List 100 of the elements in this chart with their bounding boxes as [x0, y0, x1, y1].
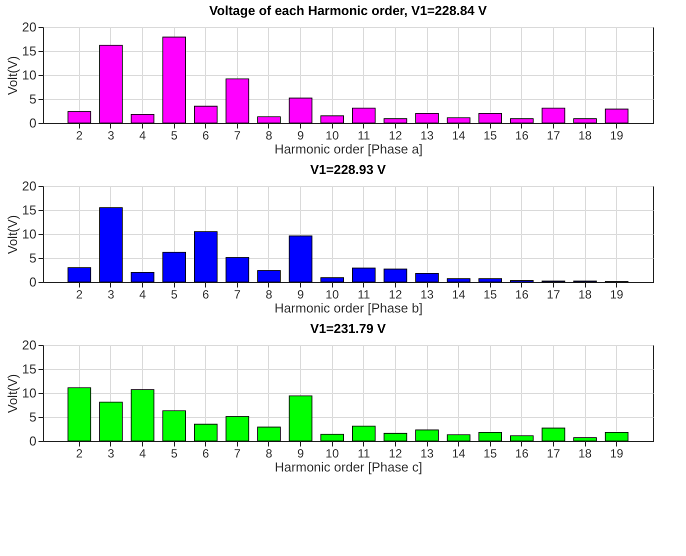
bar	[573, 118, 597, 124]
x-tick-label: 11	[358, 128, 370, 142]
x-tick-label: 17	[546, 446, 560, 460]
x-tick-label: 17	[546, 288, 560, 302]
x-tick-label: 18	[578, 288, 592, 302]
y-tick-label: 15	[22, 362, 36, 376]
bar	[542, 428, 566, 442]
bar	[446, 117, 470, 124]
bar	[226, 78, 250, 124]
x-tick-label: 6	[202, 446, 210, 460]
bar	[288, 395, 312, 442]
x-tick-label: 6	[202, 288, 210, 302]
bar	[510, 118, 534, 124]
chart-title: Voltage of each Harmonic order, V1=228.84 V	[209, 3, 488, 18]
x-tick-label: 10	[326, 128, 340, 142]
y-axis-title: Volt(V)	[5, 56, 20, 96]
y-tick-label: 10	[22, 226, 36, 242]
x-tick-label: 14	[452, 446, 466, 460]
bar	[384, 432, 408, 442]
x-tick-label: 15	[484, 128, 498, 142]
bar	[68, 267, 92, 282]
bar	[604, 432, 628, 442]
bar	[194, 106, 218, 124]
x-tick-label: 8	[266, 288, 273, 302]
bar	[194, 424, 218, 442]
bar	[99, 207, 123, 282]
x-tick-label: 15	[484, 288, 498, 302]
bar	[352, 108, 376, 124]
bar	[478, 278, 502, 282]
x-tick-label: 9	[297, 128, 304, 142]
chart-title: V1=231.79 V	[310, 321, 386, 336]
bar	[415, 430, 439, 442]
x-tick-label: 14	[452, 288, 466, 302]
y-tick-label: 10	[22, 386, 36, 400]
x-tick-label: 8	[266, 128, 273, 142]
bar	[162, 252, 186, 282]
bar	[415, 113, 439, 124]
bar	[99, 44, 123, 124]
bar	[573, 437, 597, 442]
x-tick-label: 12	[388, 446, 402, 460]
x-tick-label: 19	[610, 446, 624, 460]
x-tick-label: 11	[358, 446, 370, 460]
x-tick-label: 4	[139, 446, 146, 460]
y-axis-title: Volt(V)	[5, 214, 20, 254]
x-tick-label: 18	[578, 128, 592, 142]
x-tick-label: 5	[170, 128, 178, 142]
x-tick-label: 12	[388, 128, 402, 142]
bar	[68, 111, 92, 124]
y-tick-label: 5	[29, 92, 36, 106]
x-tick-label: 7	[234, 446, 242, 460]
x-tick-label: 3	[108, 446, 115, 460]
x-tick-label: 3	[108, 128, 115, 142]
x-tick-label: 7	[234, 128, 242, 142]
y-tick-label: 0	[29, 434, 36, 448]
x-axis-title: Harmonic order [Phase a]	[274, 142, 423, 156]
x-tick-label: 19	[610, 128, 624, 142]
y-tick-label: 15	[22, 44, 36, 58]
x-tick-label: 12	[388, 288, 402, 302]
x-tick-label: 2	[76, 288, 84, 302]
x-axis-title: Harmonic order [Phase b]	[274, 300, 423, 316]
x-tick-label: 5	[170, 446, 178, 460]
bar	[257, 116, 281, 124]
bar	[384, 268, 408, 282]
x-tick-label: 5	[170, 288, 178, 302]
bar	[257, 270, 281, 282]
x-tick-label: 11	[358, 288, 370, 302]
bar	[510, 435, 534, 442]
x-tick-label: 6	[202, 128, 210, 142]
bar	[446, 434, 470, 442]
y-tick-label: 5	[29, 410, 36, 424]
y-tick-label: 20	[22, 338, 36, 352]
x-tick-label: 9	[297, 288, 304, 302]
x-tick-label: 2	[76, 446, 84, 460]
x-tick-label: 3	[108, 288, 115, 302]
bar	[415, 272, 439, 282]
bar	[226, 257, 250, 282]
bar	[162, 36, 186, 124]
x-tick-label: 14	[452, 128, 466, 142]
bar	[226, 416, 250, 442]
bar	[257, 426, 281, 442]
x-tick-label: 16	[515, 128, 529, 142]
y-tick-label: 15	[22, 202, 36, 218]
x-tick-label: 8	[266, 446, 273, 460]
x-tick-label: 13	[420, 446, 434, 460]
y-axis-title: Volt(V)	[5, 374, 20, 414]
chart-title: V1=228.93 V	[310, 162, 386, 177]
y-tick-label: 5	[29, 250, 36, 266]
y-tick-label: 20	[22, 20, 36, 34]
bar	[130, 114, 154, 124]
bar	[542, 108, 566, 124]
bar	[162, 410, 186, 442]
x-axis-title: Harmonic order [Phase c]	[274, 460, 422, 474]
bar	[478, 113, 502, 124]
x-tick-label: 2	[76, 128, 84, 142]
bar	[194, 231, 218, 282]
x-tick-label: 19	[610, 288, 624, 302]
bar	[320, 277, 344, 282]
bar	[352, 268, 376, 282]
y-tick-label: 20	[22, 178, 36, 194]
x-tick-label: 17	[546, 128, 560, 142]
